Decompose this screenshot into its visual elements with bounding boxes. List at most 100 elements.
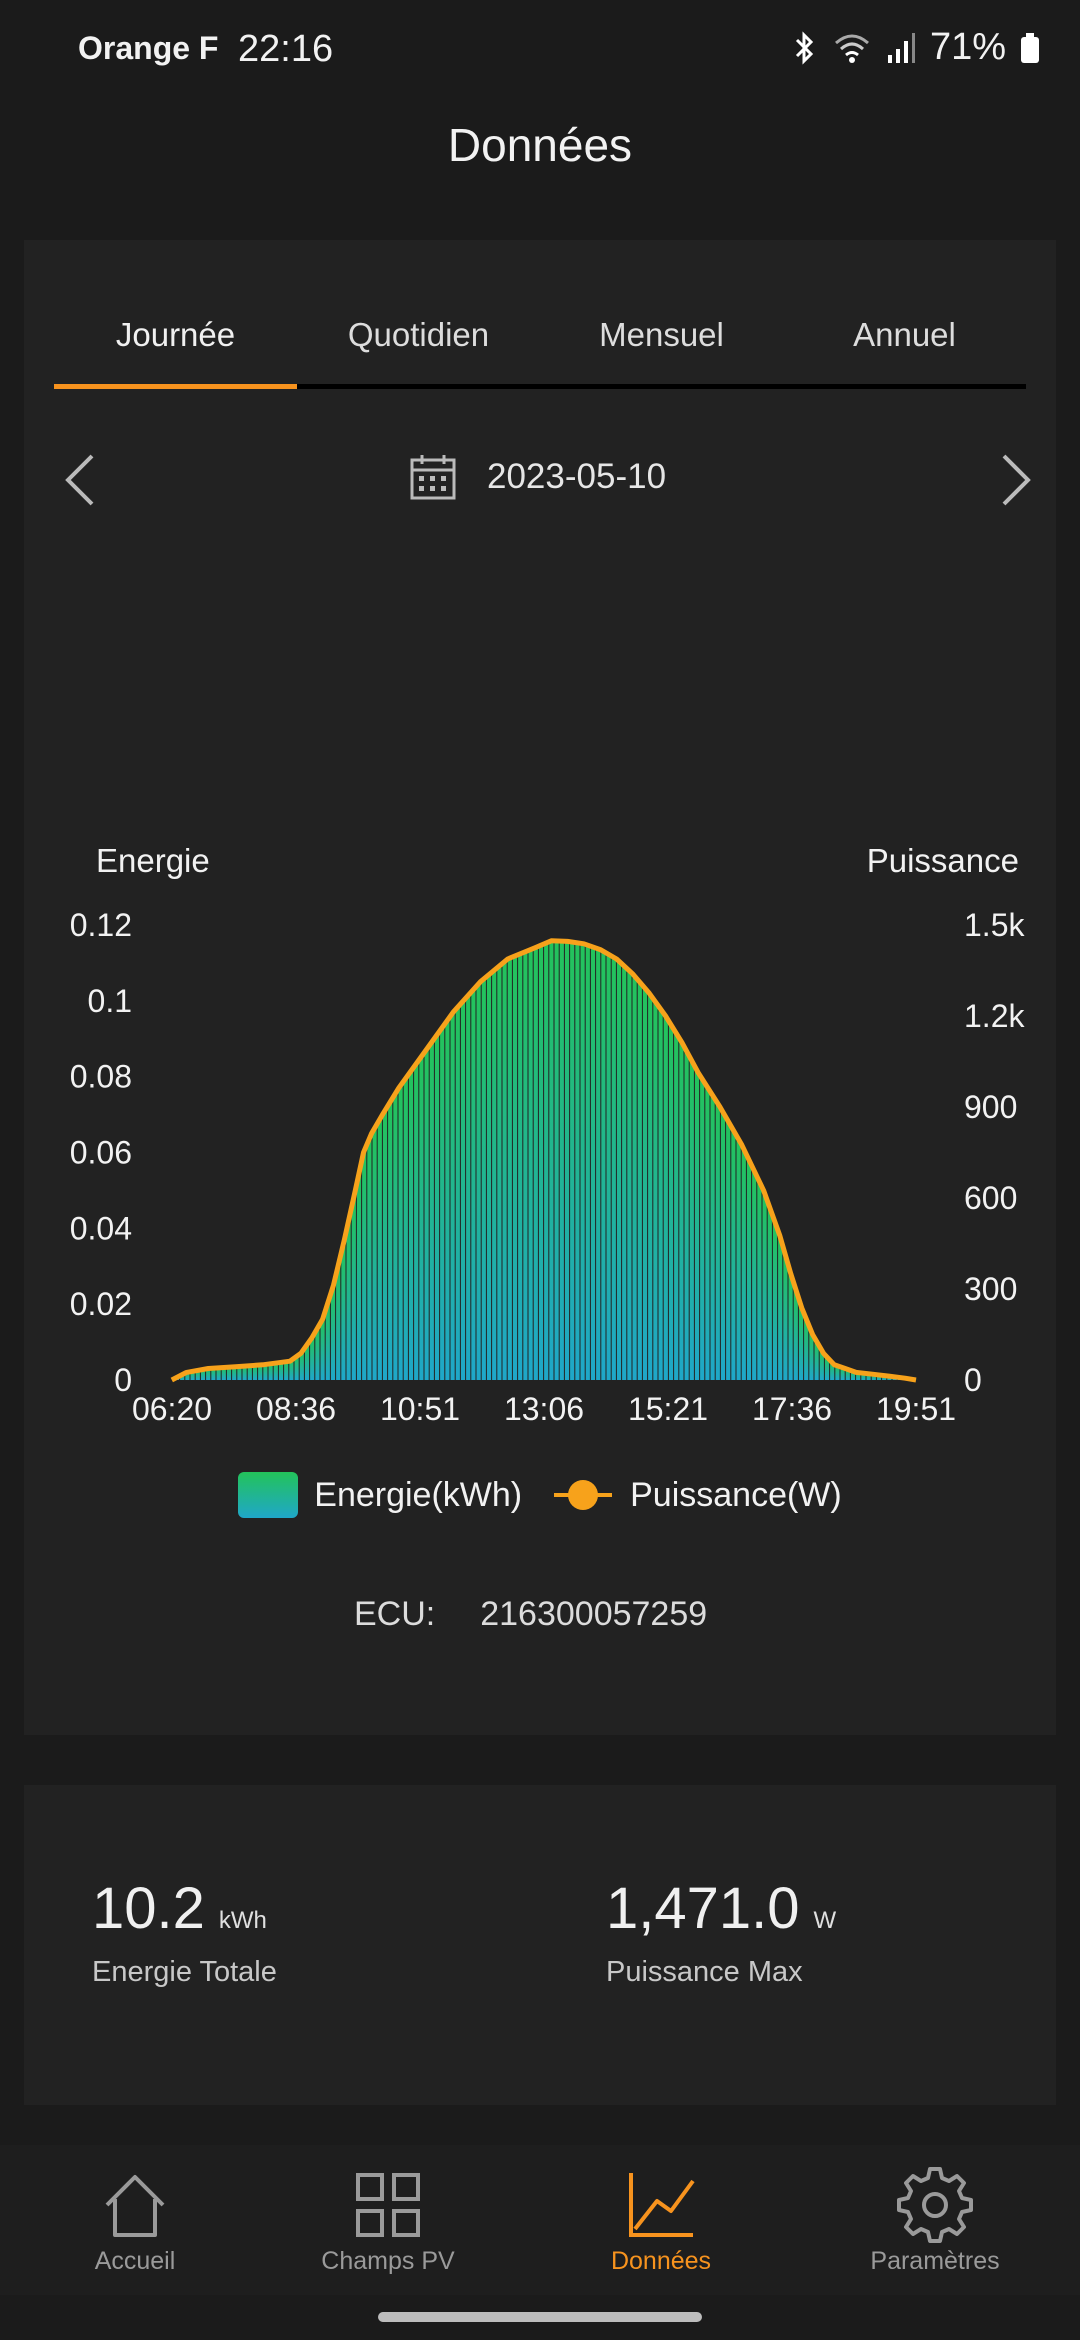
energy-bar (653, 1001, 658, 1380)
energy-bar (658, 1009, 663, 1380)
energy-bar (741, 1149, 746, 1380)
energy-bar (247, 1365, 252, 1380)
energy-bar (263, 1364, 268, 1380)
nav-champs-pv[interactable]: Champs PV (253, 2145, 523, 2295)
energy-bar (528, 949, 533, 1380)
energy-bar (336, 1265, 341, 1380)
energy-bar (341, 1243, 346, 1380)
x-tick-label: 15:21 (628, 1391, 708, 1427)
energy-bar (403, 1078, 408, 1380)
energy-bar (544, 943, 549, 1380)
energy-bar (731, 1130, 736, 1380)
y-left-tick-label: 0.1 (88, 983, 132, 1019)
previous-date-icon[interactable] (54, 450, 114, 510)
legend-energy[interactable]: Energie(kWh) (238, 1472, 522, 1518)
energy-bar (450, 1013, 455, 1380)
energy-bar (419, 1056, 424, 1380)
x-tick-label: 08:36 (256, 1391, 336, 1427)
nav-donnees[interactable]: Données (526, 2145, 796, 2295)
legend-power[interactable]: Puissance(W) (552, 1475, 842, 1515)
energy-bar (382, 1110, 388, 1380)
date-picker[interactable]: 2023-05-10 (409, 452, 666, 502)
x-tick-label: 13:06 (504, 1391, 584, 1427)
energy-bar (746, 1160, 752, 1380)
energy-bar (492, 970, 497, 1380)
battery-icon (1021, 32, 1039, 63)
tab-mensuel[interactable]: Mensuel (599, 316, 724, 353)
energy-bar (221, 1367, 226, 1380)
chart-icon (629, 2173, 695, 2237)
home-indicator[interactable] (378, 2312, 702, 2322)
active-tab-indicator (54, 384, 297, 389)
energy-bar (559, 941, 564, 1380)
y-right-tick-label: 0 (964, 1362, 982, 1398)
energy-bar (367, 1138, 372, 1380)
legend-power-label: Puissance(W) (630, 1475, 842, 1514)
x-tick-label: 17:36 (752, 1391, 832, 1427)
energy-bar (819, 1350, 824, 1380)
energy-bar (710, 1095, 715, 1380)
tab-annuel[interactable]: Annuel (853, 316, 956, 353)
grid-icon (356, 2173, 420, 2237)
summary-card: 10.2 kWh Energie Totale 1,471.0 W Puissanc… (24, 1785, 1056, 2105)
date-selector: 2023-05-10 (24, 430, 1056, 530)
energy-bar (606, 954, 611, 1380)
energy-bar (372, 1128, 377, 1380)
energy-bar (351, 1197, 356, 1380)
tab-journee[interactable]: Journée (115, 316, 236, 353)
chart-legend: Energie(kWh) Puissance(W) (24, 1472, 1056, 1518)
x-tick-label: 19:51 (876, 1391, 956, 1427)
next-date-icon[interactable] (982, 450, 1042, 510)
energy-bar (273, 1363, 278, 1380)
nav-parametres-label: Paramètres (870, 2247, 1000, 2275)
nav-accueil-label: Accueil (94, 2247, 176, 2275)
energy-bar (554, 941, 559, 1380)
energy-bar (585, 945, 590, 1380)
energy-bar (856, 1372, 861, 1380)
energy-bar (668, 1024, 674, 1380)
tab-quotidien[interactable]: Quotidien (347, 316, 490, 353)
energy-bar (694, 1070, 700, 1380)
energy-bar (762, 1193, 767, 1380)
legend-energy-label: Energie(kWh) (314, 1475, 523, 1514)
signal-icon (887, 32, 915, 63)
energy-bar (512, 956, 518, 1380)
y-left-tick-label: 0 (114, 1362, 132, 1398)
energy-bar (590, 947, 596, 1380)
energy-bar (824, 1357, 830, 1380)
y-left-tick-label: 0.12 (70, 907, 132, 943)
energy-bar (455, 1007, 460, 1380)
energy-bar (284, 1361, 289, 1380)
energy-bar (460, 1001, 466, 1380)
energy-bar (700, 1079, 705, 1380)
energy-bar (320, 1319, 325, 1380)
max-power-value: 1,471.0 (606, 1876, 800, 1941)
energy-bar (767, 1207, 772, 1380)
nav-parametres[interactable]: Paramètres (800, 2145, 1070, 2295)
energy-bar (429, 1042, 434, 1380)
energy-bar (466, 995, 471, 1380)
energy-bar (783, 1255, 788, 1380)
status-icons: 71% (790, 26, 1040, 69)
energy-bar (216, 1367, 221, 1380)
energy-bar (414, 1063, 419, 1380)
energy-bar (871, 1374, 876, 1380)
energy-bar (206, 1368, 211, 1380)
x-tick-label: 06:20 (132, 1391, 212, 1427)
energy-bar (772, 1222, 778, 1380)
energy-bar (408, 1071, 414, 1380)
energy-bar (211, 1368, 216, 1380)
energy-bar (538, 945, 544, 1380)
energy-bar (564, 941, 570, 1380)
energy-bar (689, 1061, 694, 1380)
energy-bar (252, 1365, 258, 1380)
energy-bar (850, 1371, 856, 1380)
energy-bar (876, 1375, 882, 1380)
status-bar: Orange F 22:16 71% (0, 0, 1080, 104)
nav-accueil[interactable]: Accueil (0, 2145, 270, 2295)
energy-bar (627, 971, 632, 1380)
max-power-label: Puissance Max (606, 1956, 803, 1988)
energy-bar (424, 1049, 429, 1380)
energy-bar (616, 961, 622, 1380)
energy-bar (304, 1344, 310, 1380)
